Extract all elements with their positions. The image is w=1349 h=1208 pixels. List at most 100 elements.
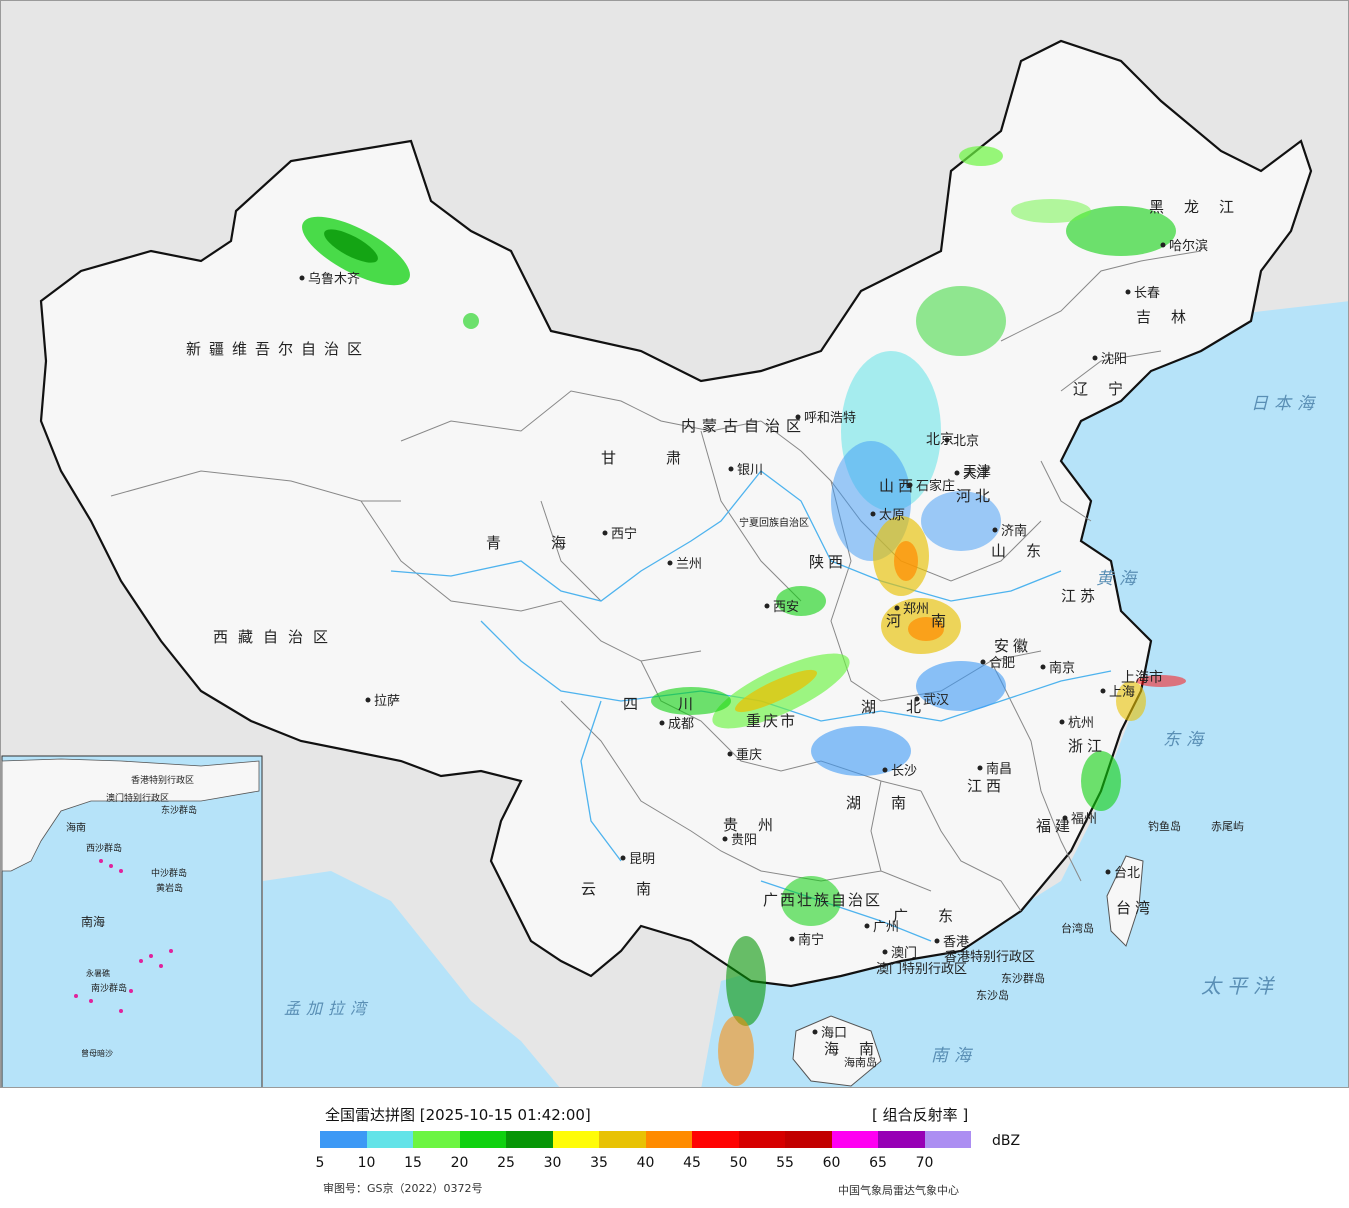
city-marker-icon [894, 605, 900, 611]
radar-map[interactable]: 新疆维吾尔自治区 西藏自治区 青海 甘肃 内蒙古自治区 黑龙江 吉林 辽宁 河北 山西 陕西 宁夏回族… [0, 0, 1349, 1088]
island-label: 东沙群岛 [1001, 971, 1045, 985]
legend-title: 全国雷达拼图 [2025-10-15 01:42:00] [325, 1106, 591, 1124]
city-label: 北京 [953, 434, 979, 449]
city-label: 合肥 [989, 656, 1015, 671]
city-marker-icon [1125, 289, 1131, 295]
inset-label: 南沙群岛 [91, 982, 127, 994]
radar-echoes [302, 146, 1186, 1086]
city-label: 银川 [737, 463, 763, 478]
province-label: 海南 [824, 1040, 894, 1058]
province-label: 甘肃 [601, 449, 731, 467]
inset-label: 西沙群岛 [86, 842, 122, 854]
province-label: 上海市 [1121, 669, 1163, 686]
color-swatch [320, 1131, 367, 1148]
city-label: 南京 [1049, 660, 1075, 676]
color-swatch [552, 1131, 599, 1148]
city-marker-icon [1059, 719, 1065, 725]
province-label: 内蒙古自治区 [681, 417, 807, 435]
city-label: 澳门 [891, 945, 917, 961]
color-swatch [785, 1131, 832, 1148]
city-marker-icon [1160, 242, 1166, 248]
island-label: 钓鱼岛 [1148, 819, 1181, 833]
city-marker-icon [870, 511, 876, 517]
city-label: 石家庄 [916, 478, 955, 494]
sea-label: 日本海 [1251, 394, 1320, 414]
inset-label: 香港特别行政区 [131, 774, 194, 786]
city-label: 福州 [1071, 812, 1097, 827]
city-label: 南昌 [986, 761, 1012, 777]
tick-label: 70 [915, 1155, 934, 1171]
unit-label: dBZ [992, 1133, 1021, 1149]
province-label: 青海 [486, 534, 616, 552]
sea-area [701, 301, 1348, 1087]
island-label: 海南岛 [844, 1055, 877, 1069]
province-label: 西藏自治区 [213, 628, 338, 646]
province-label: 辽宁 [1073, 380, 1143, 398]
province-label: 天津 [963, 464, 991, 480]
city-label: 哈尔滨 [1169, 238, 1208, 254]
city-label: 兰州 [676, 557, 702, 572]
province-label: 福建 [1036, 817, 1074, 835]
city-label: 贵阳 [731, 833, 757, 848]
province-label: 新疆维吾尔自治区 [186, 340, 370, 358]
province-label: 吉林 [1136, 308, 1206, 326]
city-marker-icon [789, 936, 795, 942]
province-label: 河北 [956, 487, 994, 505]
city-marker-icon [728, 466, 734, 472]
city-label: 呼和浩特 [804, 411, 856, 426]
province-label: 山西 [879, 477, 917, 495]
tick-label: 15 [404, 1155, 422, 1171]
city-label: 武汉 [923, 693, 949, 708]
city-label: 沈阳 [1101, 352, 1127, 367]
city-marker-icon [907, 482, 913, 488]
color-scale-bar [320, 1131, 971, 1148]
city-marker-icon [934, 938, 940, 944]
province-label: 河南 [886, 612, 976, 630]
province-label: 澳门特别行政区 [876, 961, 967, 977]
province-label: 湖北 [861, 698, 951, 716]
tick-label: 55 [776, 1155, 794, 1171]
color-swatch [692, 1131, 739, 1148]
inset-label: 曾母暗沙 [81, 1048, 113, 1058]
city-marker-icon [659, 720, 665, 726]
province-label: 广西壮族自治区 [763, 891, 882, 909]
tick-labels: 5 10 15 20 25 30 35 40 45 50 55 60 65 70 [0, 1155, 1349, 1173]
tick-label: 45 [683, 1155, 701, 1171]
tick-label: 50 [729, 1155, 748, 1171]
city-marker-icon [365, 697, 371, 703]
province-label: 云南 [581, 880, 691, 898]
color-swatch [413, 1131, 460, 1148]
province-label: 重庆市 [746, 712, 797, 730]
city-marker-icon [667, 560, 673, 566]
city-marker-icon [914, 696, 920, 702]
legend-panel: 全国雷达拼图 [2025-10-15 01:42:00] [ 组合反射率 ] d… [0, 1088, 1349, 1208]
city-label: 长沙 [891, 764, 917, 779]
city-marker-icon [882, 767, 888, 773]
rivers [390, 470, 1112, 942]
tick-label: 30 [543, 1155, 562, 1171]
city-label: 海口 [821, 1026, 847, 1041]
city-marker-icon [1105, 869, 1111, 875]
city-label: 香港 [943, 935, 969, 950]
city-marker-icon [954, 470, 960, 476]
tick-label: 65 [869, 1155, 887, 1171]
tick-label: 5 [315, 1155, 325, 1171]
city-label: 济南 [1001, 523, 1027, 539]
city-marker-icon [795, 414, 801, 420]
tick-label: 20 [450, 1155, 469, 1171]
inset-label: 黄岩岛 [156, 882, 183, 894]
city-label: 昆明 [629, 852, 655, 867]
island-label: 赤尾屿 [1211, 820, 1244, 833]
sea-label: 南海 [931, 1046, 977, 1066]
city-label: 拉萨 [374, 694, 400, 709]
sea-area-west [263, 871, 560, 1087]
province-label: 四川 [623, 695, 733, 713]
city-marker-icon [944, 437, 950, 443]
city-label: 广州 [873, 920, 899, 935]
tick-label: 60 [822, 1155, 841, 1171]
city-label: 郑州 [903, 602, 929, 617]
color-swatch [645, 1131, 692, 1148]
city-marker-icon [722, 836, 728, 842]
